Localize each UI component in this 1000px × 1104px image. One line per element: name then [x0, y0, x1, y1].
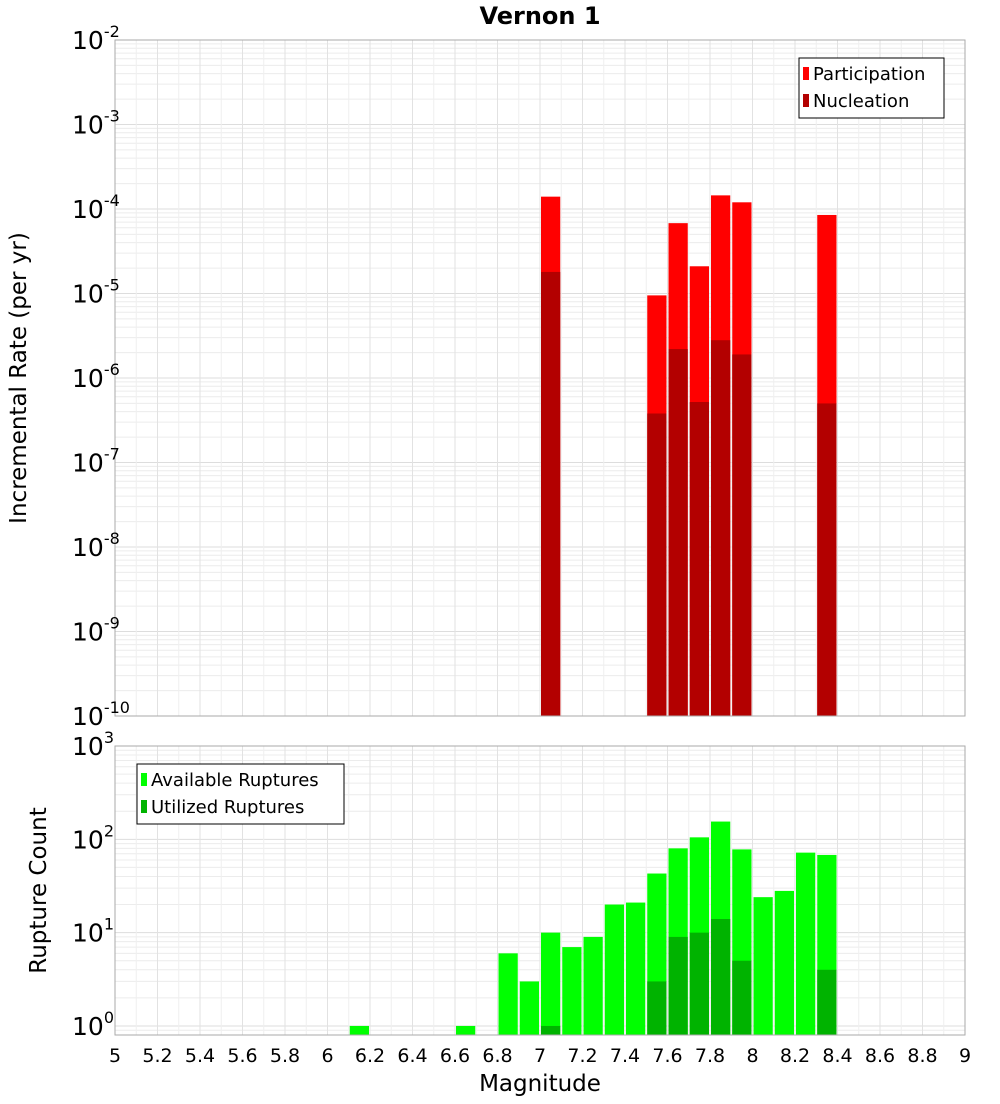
y-tick-label: 103 — [72, 728, 114, 761]
x-tick-label: 8.4 — [822, 1045, 852, 1067]
bar — [349, 1025, 369, 1035]
series-nucleation — [541, 271, 837, 716]
plot-frame — [114, 745, 966, 1036]
bar — [711, 919, 731, 1035]
x-tick-labels: 5 5.2 5.4 5.6 5.8 6 6.2 6.4 6.6 6.8 7 7.2 7.4 7.6 7.8 8… — [109, 1045, 971, 1067]
bar — [519, 981, 539, 1035]
chart-panel-1: 10-2 10-3 10-4 10-5 10-6 10-7 10-8 10-9 10-10 Inc… — [6, 2, 966, 731]
x-tick-label: 7.6 — [652, 1045, 682, 1067]
x-tick-label: 8.2 — [780, 1045, 810, 1067]
bar — [796, 852, 816, 1035]
bar — [817, 403, 837, 716]
x-tick-label: 6 — [321, 1045, 333, 1067]
x-tick-label: 8.6 — [865, 1045, 895, 1067]
bar — [583, 936, 603, 1035]
x-tick-label: 7.2 — [567, 1045, 597, 1067]
bar — [753, 897, 773, 1035]
x-tick-label: 6.2 — [355, 1045, 385, 1067]
bar — [689, 932, 709, 1035]
bar — [774, 890, 794, 1035]
bar — [668, 936, 688, 1035]
legend-box — [136, 763, 345, 825]
y-tick-label: 100 — [72, 1008, 114, 1041]
bar — [647, 413, 667, 716]
y-tick-label: 10-4 — [72, 191, 120, 224]
gridlines — [114, 40, 966, 717]
x-tick-label: 7.4 — [610, 1045, 640, 1067]
plot-frame — [114, 39, 966, 717]
x-tick-label: 6.4 — [397, 1045, 427, 1067]
legend-swatch — [803, 94, 809, 107]
y-tick-label: 10-7 — [72, 445, 120, 478]
x-tick-label: 8 — [746, 1045, 758, 1067]
x-tick-label: 6.6 — [440, 1045, 470, 1067]
y-axis-label: Rupture Count — [26, 807, 52, 973]
y-axis-label: Incremental Rate (per yr) — [6, 232, 32, 524]
bar — [604, 904, 624, 1035]
y-tick-label: 10-9 — [72, 614, 120, 647]
y-tick-label: 10-2 — [72, 22, 120, 55]
legend-swatch — [803, 67, 809, 80]
bar — [732, 354, 752, 716]
legend: Available Ruptures Utilized Ruptures — [136, 763, 345, 825]
legend-label: Available Ruptures — [151, 770, 319, 791]
legend-label: Utilized Ruptures — [151, 797, 304, 818]
chart-title: Vernon 1 — [479, 2, 600, 30]
bar — [689, 401, 709, 716]
x-tick-label: 6.8 — [482, 1045, 512, 1067]
x-tick-label: 7 — [534, 1045, 546, 1067]
x-tick-label: 7.8 — [695, 1045, 725, 1067]
x-tick-label: 5.6 — [227, 1045, 257, 1067]
y-tick-label: 10-10 — [72, 698, 130, 731]
x-tick-label: 5.8 — [270, 1045, 300, 1067]
y-tick-label: 10-3 — [72, 107, 120, 140]
x-tick-label: 9 — [959, 1045, 971, 1067]
x-tick-label: 5.2 — [142, 1045, 172, 1067]
bar — [498, 953, 518, 1035]
bar — [541, 1025, 561, 1035]
legend-label: Participation — [813, 64, 925, 85]
legend-swatch — [141, 773, 147, 786]
bar — [711, 340, 731, 716]
y-tick-labels: 10-2 10-3 10-4 10-5 10-6 10-7 10-8 10-9 10-10 — [72, 22, 130, 731]
x-tick-label: 5 — [109, 1045, 121, 1067]
legend-swatch — [141, 800, 147, 813]
bar — [562, 947, 582, 1035]
y-tick-label: 102 — [72, 821, 114, 854]
bar — [668, 349, 688, 716]
bar — [817, 969, 837, 1035]
x-tick-label: 5.4 — [185, 1045, 215, 1067]
series-utilized-ruptures — [541, 919, 837, 1035]
legend-box — [798, 57, 945, 119]
y-tick-label: 10-6 — [72, 360, 120, 393]
y-tick-labels: 103 102 101 100 — [72, 728, 114, 1041]
x-tick-label: 8.8 — [907, 1045, 937, 1067]
legend-label: Nucleation — [813, 91, 909, 112]
bar — [626, 902, 646, 1035]
y-tick-label: 10-8 — [72, 529, 120, 562]
y-tick-label: 101 — [72, 915, 114, 948]
bar — [541, 932, 561, 1035]
y-tick-label: 10-5 — [72, 276, 120, 309]
bar — [456, 1025, 476, 1035]
x-axis-label: Magnitude — [479, 1071, 601, 1097]
bar — [541, 271, 561, 716]
bar — [732, 960, 752, 1035]
legend: Participation Nucleation — [798, 57, 945, 119]
bar — [647, 981, 667, 1035]
